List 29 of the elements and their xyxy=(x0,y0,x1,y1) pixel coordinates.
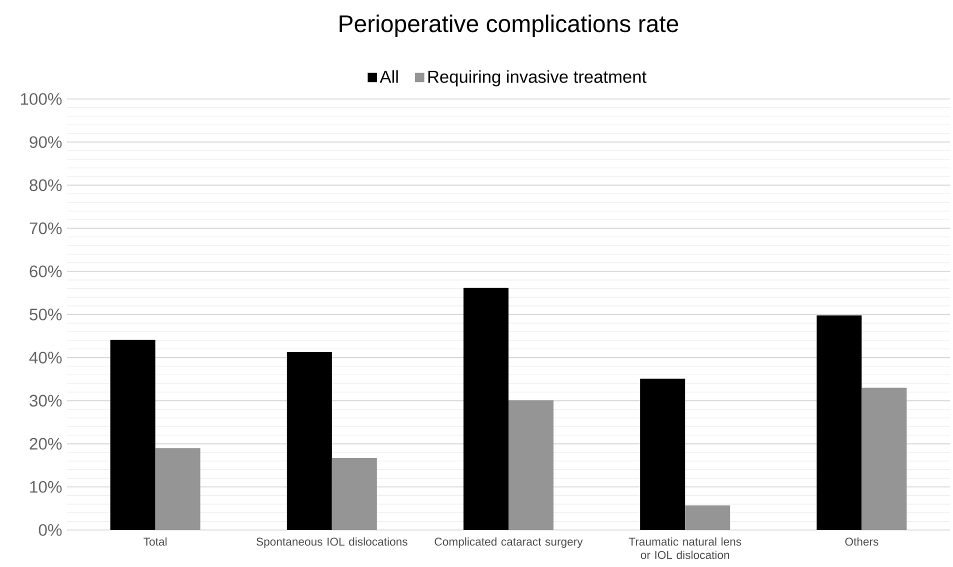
bar xyxy=(464,288,509,530)
bar xyxy=(286,352,332,530)
y-tick-label: 50% xyxy=(30,308,62,320)
legend-label: All xyxy=(380,70,398,83)
bar xyxy=(862,388,907,530)
x-tick-label: Total xyxy=(144,537,167,546)
legend-label: Requiring invasive treatment xyxy=(428,70,646,86)
chart-title: Perioperative complications rate xyxy=(340,14,678,37)
x-tick-label: Traumatic natural lens or IOL dislocation xyxy=(628,537,742,560)
y-tick-label: 100% xyxy=(20,93,62,105)
y-tick-label: 70% xyxy=(30,222,62,234)
y-tick-label: 90% xyxy=(30,136,62,148)
y-tick-label: 60% xyxy=(30,266,62,278)
bar xyxy=(640,378,686,530)
bar xyxy=(155,448,200,530)
bar xyxy=(816,315,862,530)
y-tick-label: 80% xyxy=(30,179,62,192)
y-tick-label: 40% xyxy=(29,352,62,364)
y-tick-label: 0% xyxy=(38,524,62,536)
y-tick-label: 20% xyxy=(30,438,62,450)
y-tick-label: 10% xyxy=(30,480,62,493)
x-tick-label: Spontaneous IOL dislocations xyxy=(256,537,408,548)
bar xyxy=(508,400,554,530)
x-tick-label: Complicated cataract surgery xyxy=(434,537,583,548)
x-tick-label: Others xyxy=(845,537,878,546)
bar xyxy=(110,340,156,530)
y-tick-label: 30% xyxy=(30,394,62,407)
bar xyxy=(332,458,377,530)
bar xyxy=(685,505,730,530)
